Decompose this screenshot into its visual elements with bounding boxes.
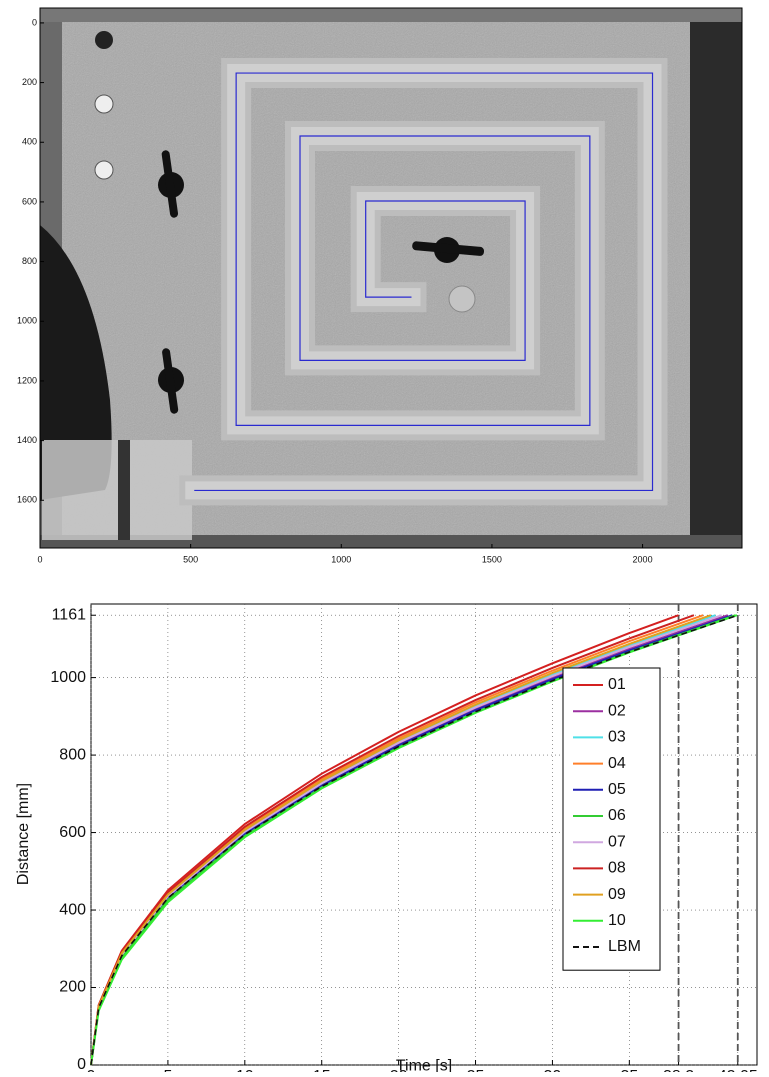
block-edge <box>118 440 130 540</box>
hole <box>94 94 114 114</box>
x-tick-label: 0 <box>87 1068 96 1072</box>
y-tick-label: 1000 <box>50 669 86 686</box>
hole <box>94 160 114 180</box>
frame-top <box>40 8 742 22</box>
y-tick-label: 600 <box>59 824 86 841</box>
y-tick-label: 800 <box>59 746 86 763</box>
legend-label: 07 <box>608 833 626 850</box>
legend-label: 10 <box>608 912 626 929</box>
legend-label: 05 <box>608 781 626 798</box>
x-axis-label: Time [s] <box>396 1057 452 1072</box>
wing-nut <box>158 150 184 218</box>
photo-axes: 0 500 1000 1500 2000 0 200 400 600 800 1000 1200 140… <box>17 17 654 564</box>
wing-nut <box>412 237 485 263</box>
x-tick-label: 1000 <box>331 554 351 564</box>
x-tick-label: 15 <box>313 1068 331 1072</box>
wing-nut <box>158 348 184 414</box>
y-tick-label: 1000 <box>17 316 37 326</box>
x-tick-label: 38.2 <box>663 1068 694 1072</box>
legend-label: 03 <box>608 729 626 746</box>
y-tick-label: 800 <box>22 256 37 266</box>
x-tick-label: 25 <box>467 1068 485 1072</box>
x-tick-label: 2000 <box>633 554 653 564</box>
x-tick-label: 35 <box>620 1068 638 1072</box>
y-tick-label: 1200 <box>17 375 37 385</box>
legend-label: LBM <box>608 938 641 955</box>
photo <box>40 8 742 548</box>
y-tick-label: 200 <box>59 979 86 996</box>
y-tick-label: 200 <box>22 77 37 87</box>
frame-bottom <box>40 535 742 548</box>
y-tick-label: 400 <box>59 901 86 918</box>
path-line <box>194 72 654 492</box>
x-tick-label: 0 <box>37 554 42 564</box>
x-tick-label: 42.05 <box>718 1068 758 1072</box>
y-tick-label: 1400 <box>17 435 37 445</box>
hole <box>95 31 113 49</box>
series-line <box>90 614 712 1066</box>
legend-label: 04 <box>608 755 626 772</box>
hand <box>40 225 112 500</box>
photo-frame <box>39 7 743 549</box>
legend-label: 06 <box>608 807 626 824</box>
y-tick-label: 0 <box>32 17 37 27</box>
y-tick-label: 0 <box>77 1056 86 1072</box>
legend-label: 01 <box>608 676 626 693</box>
glass-block <box>42 440 192 540</box>
legend-label: 02 <box>608 702 626 719</box>
y-tick-label: 400 <box>22 137 37 147</box>
legend-label: 09 <box>608 886 626 903</box>
frame-right <box>690 8 742 548</box>
plot: 0510152025303538.242.0502004006008001000… <box>50 604 758 1077</box>
y-tick-label: 1600 <box>17 495 37 505</box>
x-tick-label: 30 <box>544 1068 562 1072</box>
target <box>448 285 476 313</box>
x-tick-label: 5 <box>163 1068 172 1072</box>
x-tick-label: 10 <box>236 1068 254 1072</box>
x-tick-label: 500 <box>183 554 198 564</box>
y-tick-label: 1161 <box>52 606 87 623</box>
y-tick-label: 600 <box>22 196 37 206</box>
y-axis-label: Distance [mm] <box>15 783 32 885</box>
x-tick-label: 1500 <box>482 554 502 564</box>
legend-label: 08 <box>608 860 626 877</box>
